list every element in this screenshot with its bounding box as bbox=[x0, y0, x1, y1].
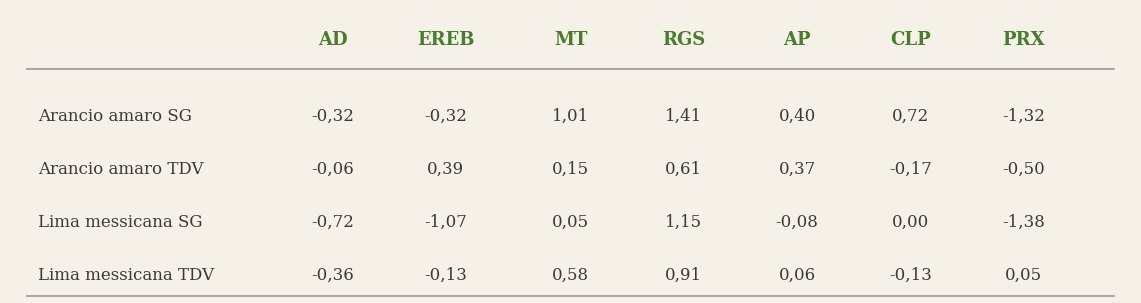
Text: 0,37: 0,37 bbox=[778, 161, 816, 178]
Text: Lima messicana TDV: Lima messicana TDV bbox=[38, 267, 215, 284]
Text: -1,38: -1,38 bbox=[1002, 214, 1045, 231]
Text: 0,00: 0,00 bbox=[891, 214, 929, 231]
Text: -0,36: -0,36 bbox=[311, 267, 354, 284]
Text: Arancio amaro SG: Arancio amaro SG bbox=[38, 108, 192, 125]
Text: 0,40: 0,40 bbox=[778, 108, 816, 125]
Text: -1,07: -1,07 bbox=[424, 214, 468, 231]
Text: EREB: EREB bbox=[418, 31, 475, 48]
Text: -0,08: -0,08 bbox=[776, 214, 818, 231]
Text: 0,39: 0,39 bbox=[428, 161, 464, 178]
Text: Lima messicana SG: Lima messicana SG bbox=[38, 214, 203, 231]
Text: -0,72: -0,72 bbox=[311, 214, 354, 231]
Text: -0,06: -0,06 bbox=[311, 161, 354, 178]
Text: RGS: RGS bbox=[662, 31, 705, 48]
Text: 0,05: 0,05 bbox=[1005, 267, 1042, 284]
Text: 0,91: 0,91 bbox=[665, 267, 703, 284]
Text: MT: MT bbox=[553, 31, 588, 48]
Text: -0,50: -0,50 bbox=[1002, 161, 1045, 178]
Text: 0,72: 0,72 bbox=[891, 108, 929, 125]
Text: 0,15: 0,15 bbox=[552, 161, 589, 178]
Text: -0,17: -0,17 bbox=[889, 161, 932, 178]
Text: AD: AD bbox=[318, 31, 348, 48]
Text: CLP: CLP bbox=[890, 31, 931, 48]
Text: Arancio amaro TDV: Arancio amaro TDV bbox=[38, 161, 203, 178]
Text: AP: AP bbox=[783, 31, 811, 48]
Text: 0,58: 0,58 bbox=[552, 267, 589, 284]
Text: 1,41: 1,41 bbox=[665, 108, 703, 125]
Text: 1,01: 1,01 bbox=[552, 108, 589, 125]
Text: -0,13: -0,13 bbox=[889, 267, 932, 284]
Text: 0,61: 0,61 bbox=[665, 161, 703, 178]
Text: -0,13: -0,13 bbox=[424, 267, 468, 284]
Text: 1,15: 1,15 bbox=[665, 214, 703, 231]
Text: PRX: PRX bbox=[1002, 31, 1045, 48]
Text: 0,05: 0,05 bbox=[552, 214, 589, 231]
Text: -0,32: -0,32 bbox=[424, 108, 468, 125]
Text: -1,32: -1,32 bbox=[1002, 108, 1045, 125]
Text: 0,06: 0,06 bbox=[778, 267, 816, 284]
Text: -0,32: -0,32 bbox=[311, 108, 354, 125]
